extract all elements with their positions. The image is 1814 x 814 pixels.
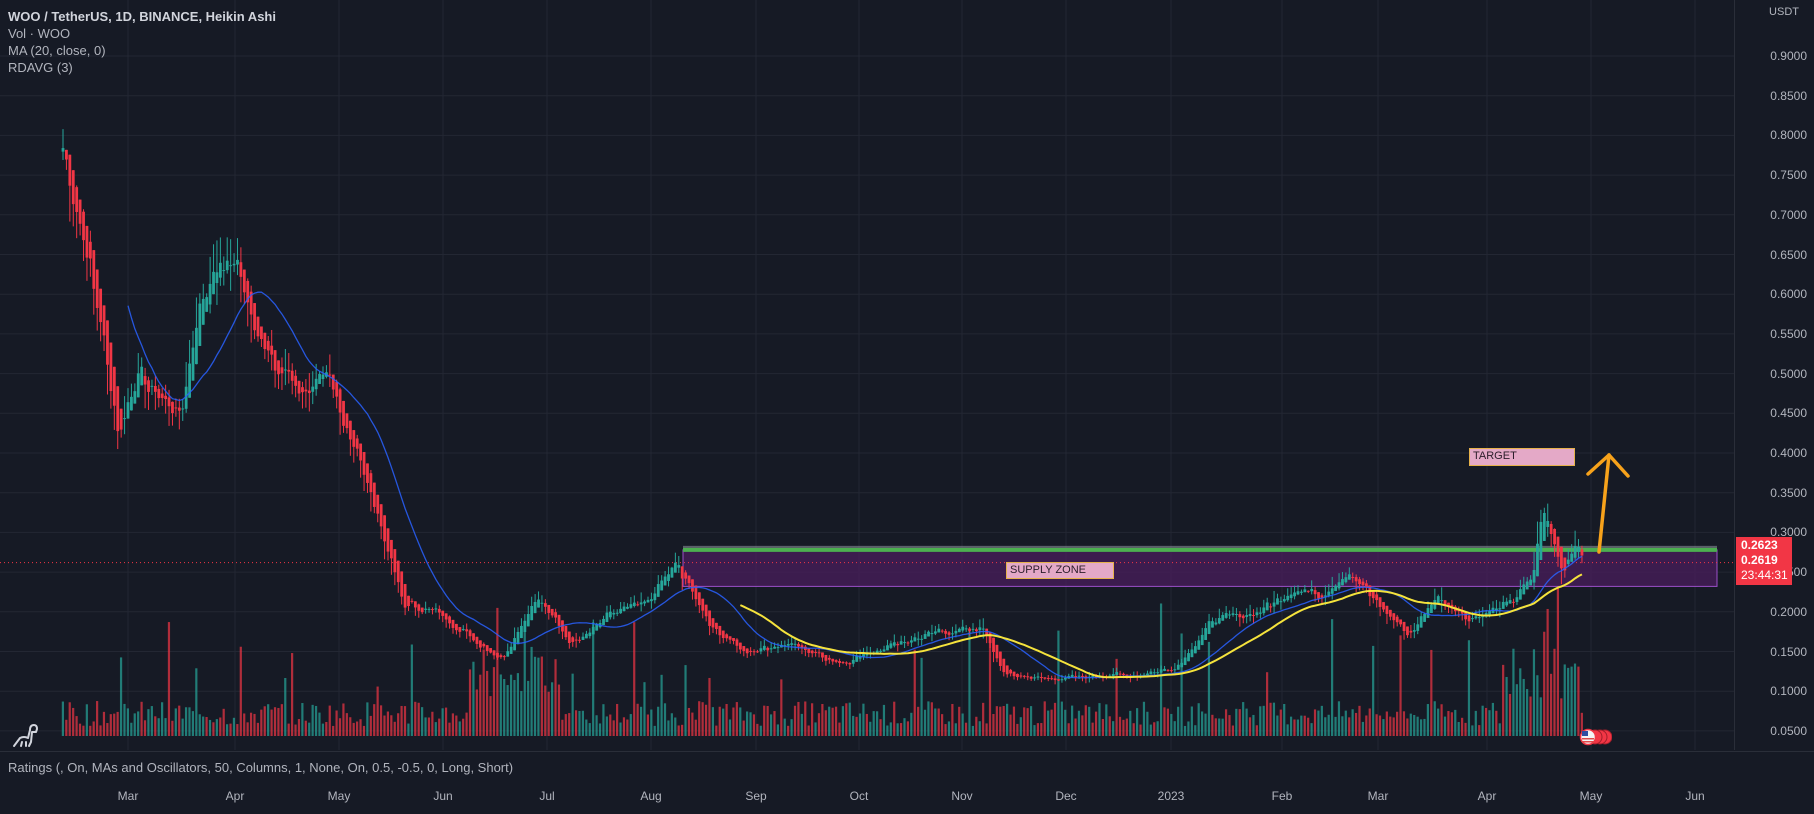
time-tick: Aug <box>640 789 662 803</box>
volume-indicator-label[interactable]: Vol · WOO <box>8 26 71 41</box>
time-tick: Nov <box>951 789 973 803</box>
price-tick: 0.9000 <box>1770 49 1807 63</box>
price-axis[interactable]: USDT 0.9000 0.8500 0.8000 0.7500 0.7000 0.650… <box>1734 0 1814 750</box>
price-tick: 0.7000 <box>1770 207 1807 222</box>
chart-legend: WOO / TetherUS, 1D, BINANCE, Heikin Ashi… <box>8 8 276 76</box>
tradingview-logo-icon[interactable] <box>10 722 40 748</box>
symbol-title[interactable]: WOO / TetherUS, 1D, BINANCE, Heikin Ashi <box>8 9 276 24</box>
time-tick: Sep <box>745 789 767 803</box>
target-label[interactable]: TARGET <box>1469 448 1575 466</box>
current-price-tag: 0.2619 23:44:31 <box>1736 553 1792 585</box>
rdavg-line <box>739 573 1583 679</box>
price-tick: 0.1500 <box>1770 644 1807 659</box>
price-tick: 0.7500 <box>1770 168 1807 183</box>
time-tick: Mar <box>1367 789 1389 803</box>
candlesticks <box>61 129 1584 685</box>
price-tick: 0.8000 <box>1770 128 1807 143</box>
time-tick: Jun <box>433 789 453 803</box>
supply-zone-rect <box>682 545 1718 587</box>
time-tick: May <box>327 789 351 803</box>
volume-bars <box>61 588 1583 736</box>
time-tick: May <box>1579 789 1603 803</box>
price-tick: 0.3500 <box>1770 485 1807 500</box>
chart-pane[interactable] <box>0 0 1734 750</box>
ratings-indicator-label[interactable]: Ratings (, On, MAs and Oscillators, 50, … <box>8 760 514 775</box>
rdavg-indicator-label[interactable]: RDAVG (3) <box>8 60 73 75</box>
economic-events-icon[interactable] <box>1578 728 1612 746</box>
bar-countdown: 23:44:31 <box>1741 568 1788 582</box>
time-tick: Mar <box>117 789 139 803</box>
current-price-value: 0.2619 <box>1741 553 1778 567</box>
time-tick: Apr <box>1477 789 1497 803</box>
currency-unit-label[interactable]: USDT <box>1769 6 1799 18</box>
price-tick: 0.5000 <box>1770 366 1807 381</box>
price-chart[interactable] <box>0 0 1734 750</box>
last-price-tag: 0.2623 <box>1736 537 1792 553</box>
price-tick: 0.1000 <box>1770 684 1807 699</box>
time-tick: Feb <box>1271 789 1293 803</box>
grid-lines <box>0 0 1734 750</box>
price-tick: 0.6000 <box>1770 287 1807 302</box>
price-tick: 0.0500 <box>1770 723 1807 738</box>
time-tick: Jun <box>1685 789 1705 803</box>
ma-line <box>127 291 1583 679</box>
time-tick: Oct <box>849 789 869 803</box>
target-arrow-icon <box>1586 453 1630 554</box>
price-tick: 0.3000 <box>1770 525 1807 540</box>
supply-zone-label[interactable]: SUPPLY ZONE <box>1006 562 1114 579</box>
price-tick: 0.2000 <box>1770 604 1807 619</box>
price-tick: 0.8500 <box>1770 88 1807 103</box>
price-tick: 0.4500 <box>1770 406 1807 421</box>
time-tick: Dec <box>1055 789 1077 803</box>
ma-indicator-label[interactable]: MA (20, close, 0) <box>8 43 106 58</box>
price-tick: 0.4000 <box>1770 446 1807 460</box>
price-tick: 0.5500 <box>1770 326 1807 341</box>
price-tick: 0.6500 <box>1770 247 1807 262</box>
time-axis[interactable] <box>0 751 1814 814</box>
time-tick: Apr <box>225 789 245 803</box>
time-tick: 2023 <box>1157 789 1185 803</box>
time-tick: Jul <box>539 789 555 803</box>
